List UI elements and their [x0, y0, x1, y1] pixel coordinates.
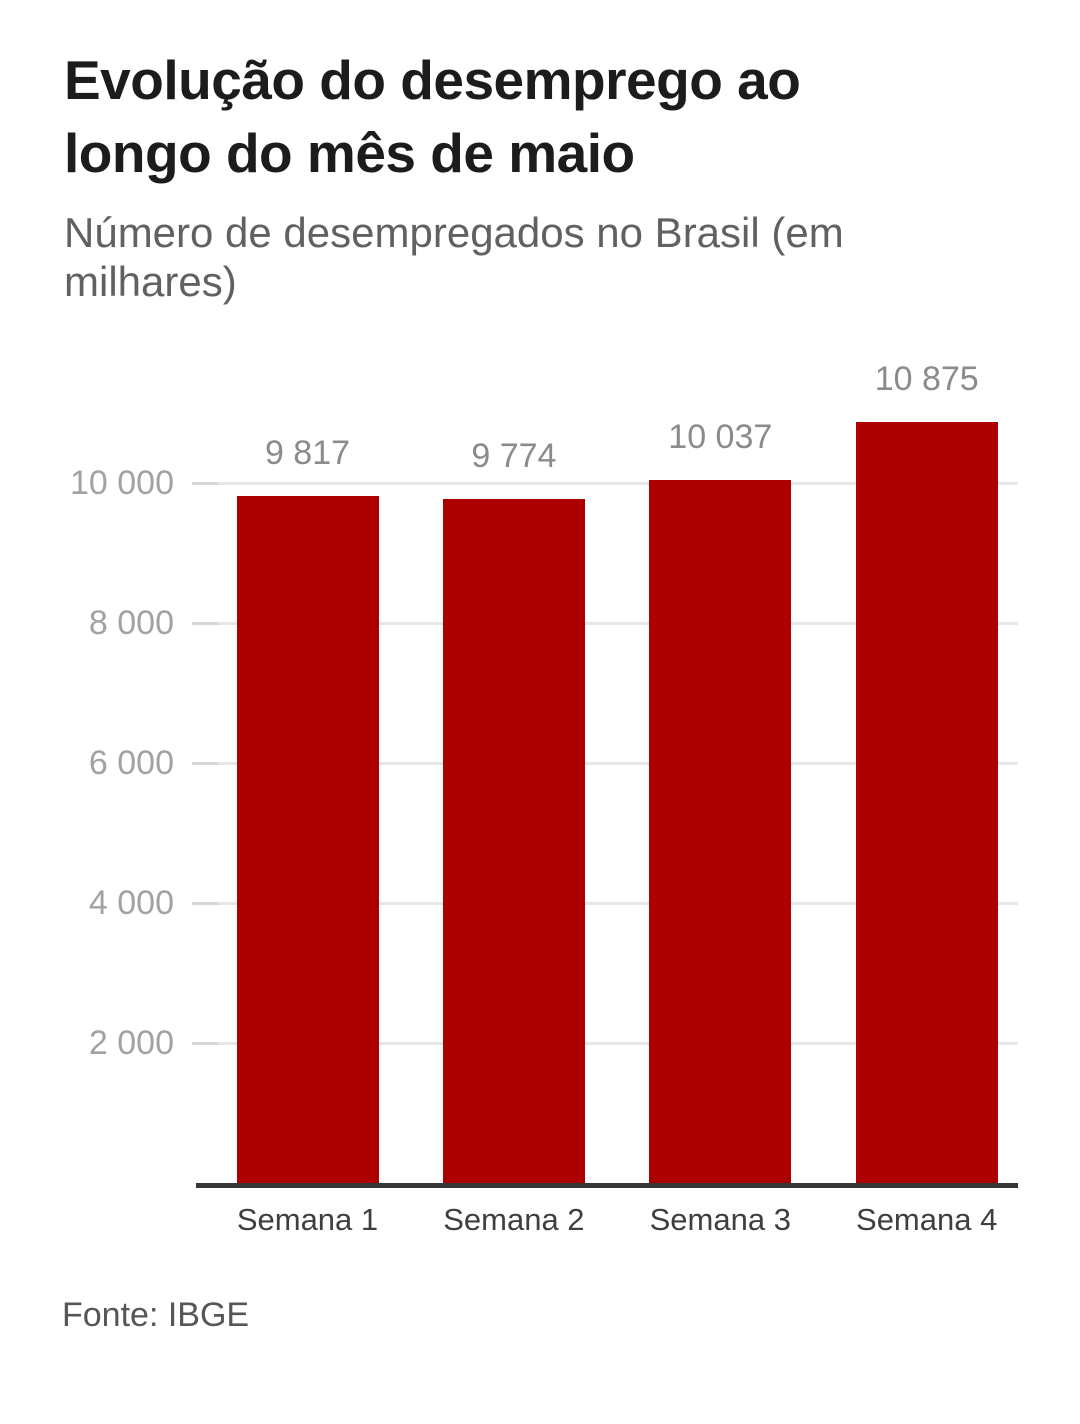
- y-axis-label: 4 000: [88, 884, 174, 922]
- x-axis-label: Semana 4: [856, 1202, 998, 1237]
- y-axis-label: 6 000: [88, 744, 174, 782]
- x-axis-label: Semana 1: [236, 1202, 379, 1237]
- bar-value-label: 10 037: [668, 418, 773, 457]
- chart-title-line-1: Evolução do desemprego ao: [64, 49, 801, 111]
- bar-semana-3[interactable]: [649, 480, 792, 1183]
- chart-subtitle: Número de desempregados no Brasil (em mi…: [64, 208, 1024, 306]
- axis-tick: [192, 761, 218, 765]
- axis-tick: [192, 901, 218, 905]
- chart-subtitle-line-1: Número de desempregados no Brasil (em: [64, 209, 844, 256]
- gridline: [194, 621, 1018, 625]
- y-axis-label: 10 000: [70, 464, 174, 502]
- source-note: Fonte: IBGE: [62, 1296, 250, 1334]
- gridline: [194, 1041, 1018, 1045]
- gridline: [194, 481, 1018, 485]
- chart-title-line-2: longo do mês de maio: [64, 122, 635, 184]
- axis-tick: [192, 481, 218, 485]
- bar-semana-2[interactable]: [442, 498, 585, 1183]
- bar-value-label: 9 774: [471, 436, 557, 475]
- x-axis-label: Semana 2: [443, 1202, 585, 1237]
- gridline: [194, 901, 1018, 905]
- bar-value-label: 9 817: [264, 433, 351, 472]
- axis-tick: [192, 621, 218, 625]
- y-axis-label: 8 000: [88, 604, 174, 642]
- gridline: [194, 761, 1018, 765]
- y-axis-label: 2 000: [88, 1024, 174, 1062]
- bar-semana-4[interactable]: [855, 421, 998, 1183]
- x-axis-line: [196, 1183, 1018, 1188]
- axis-tick: [192, 1041, 218, 1045]
- chart-title: Evolução do desemprego ao longo do mês d…: [64, 44, 1024, 190]
- bar-value-label: 10 875: [874, 359, 979, 398]
- chart-subtitle-line-2: milhares): [64, 258, 237, 305]
- x-axis-label: Semana 3: [649, 1202, 791, 1237]
- bar-semana-1[interactable]: [236, 495, 379, 1183]
